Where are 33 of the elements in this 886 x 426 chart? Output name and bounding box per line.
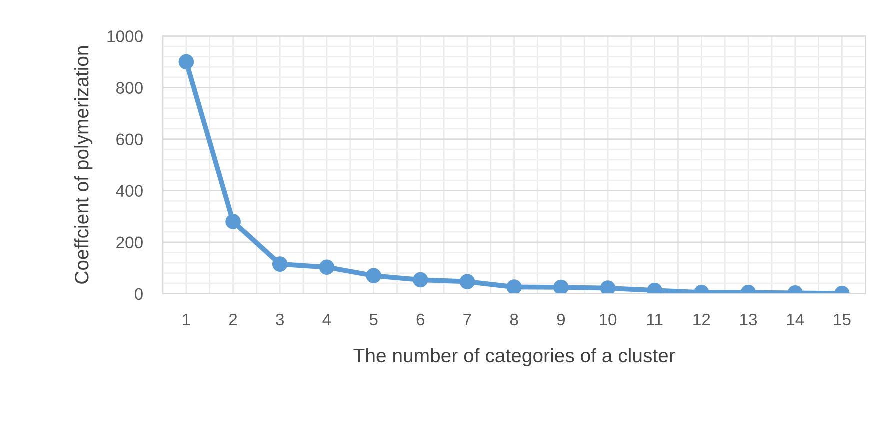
point: [226, 214, 241, 230]
y-tick-label: 0: [134, 288, 143, 300]
x-tick-label: 12: [694, 314, 710, 326]
point: [366, 268, 382, 284]
point: [178, 54, 194, 70]
y-tick-label: 800: [116, 82, 143, 94]
x-tick-label: 15: [834, 314, 851, 326]
x-tick-label: 5: [370, 314, 378, 326]
point: [554, 280, 569, 294]
x-tick-label: 10: [600, 314, 617, 326]
point: [506, 280, 522, 294]
x-tick-label: 9: [557, 314, 566, 326]
x-tick-label: 2: [229, 314, 238, 326]
x-tick-label: 1: [183, 314, 190, 326]
x-tick-label: 6: [416, 314, 425, 326]
y-axis-title: Coeffcient of polymerization: [74, 46, 93, 284]
y-tick-label: 400: [116, 185, 143, 198]
x-tick-label: 8: [510, 314, 518, 326]
y-tick-label: 1000: [108, 30, 143, 42]
x-tick-label: 4: [322, 314, 332, 326]
y-tick-label: 200: [116, 236, 143, 249]
point: [272, 256, 288, 272]
point: [460, 274, 476, 290]
point: [600, 280, 616, 294]
x-axis-title: The number of categories of a cluster: [354, 348, 676, 366]
y-tick-label: 600: [116, 134, 143, 146]
x-tick-label: 14: [787, 314, 804, 326]
x-tick-label: 11: [647, 314, 663, 326]
x-tick-label: 3: [276, 314, 284, 326]
x-tick-label: 7: [464, 314, 472, 326]
point: [319, 260, 335, 276]
point: [413, 272, 428, 288]
x-tick-label: 13: [740, 314, 758, 326]
